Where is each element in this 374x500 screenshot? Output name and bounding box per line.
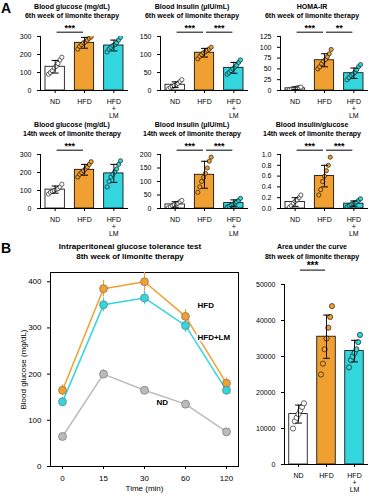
svg-text:***: ***	[307, 260, 319, 271]
svg-text:120: 120	[220, 474, 234, 483]
svg-text:HFD: HFD	[198, 301, 215, 310]
svg-text:ND: ND	[157, 398, 169, 407]
svg-text:HFD: HFD	[197, 98, 211, 105]
svg-text:***: ***	[305, 141, 316, 151]
svg-text:HFD+LM: HFD+LM	[347, 472, 361, 493]
svg-text:**: **	[336, 23, 344, 33]
svg-text:HFD+LM: HFD+LM	[347, 216, 361, 237]
svg-text:ND: ND	[290, 98, 300, 105]
svg-text:25: 25	[264, 76, 272, 83]
svg-text:200: 200	[28, 370, 42, 379]
svg-text:***: ***	[305, 23, 316, 33]
svg-text:150: 150	[140, 33, 152, 40]
svg-text:300: 300	[20, 151, 32, 158]
svg-text:HFD: HFD	[317, 98, 331, 105]
svg-text:0: 0	[28, 205, 32, 212]
svg-text:HFD+LM: HFD+LM	[347, 98, 361, 119]
html-text:Blood glucose (mg/dL) 14th wee: Blood glucose (mg/dL) 14th week of limon…	[23, 121, 121, 137]
svg-text:100: 100	[140, 178, 152, 185]
svg-text:0: 0	[268, 87, 272, 94]
svg-text:300: 300	[20, 33, 32, 40]
svg-text:0.2: 0.2	[262, 194, 272, 201]
svg-text:0.6: 0.6	[262, 172, 272, 179]
svg-text:0: 0	[148, 87, 152, 94]
svg-text:20000: 20000	[256, 389, 276, 396]
svg-text:1.0: 1.0	[262, 151, 272, 158]
svg-text:125: 125	[260, 33, 272, 40]
svg-text:HFD+LM: HFD+LM	[107, 98, 121, 119]
svg-text:400: 400	[28, 277, 42, 286]
svg-text:10000: 10000	[256, 425, 276, 432]
svg-text:***: ***	[334, 141, 345, 151]
svg-text:HFD: HFD	[197, 216, 211, 223]
svg-text:300: 300	[28, 323, 42, 332]
html-text:Blood Insulin (μIU/mL) 6th wee: Blood Insulin (μIU/mL) 6th week of limon…	[144, 3, 240, 19]
svg-text:***: ***	[214, 23, 225, 33]
svg-text:ND: ND	[50, 98, 60, 105]
svg-text:0: 0	[272, 461, 276, 468]
svg-text:HFD+LM: HFD+LM	[227, 216, 241, 237]
svg-text:30000: 30000	[256, 353, 276, 360]
html-text:Blood insulin (μIU/mL) 14th we: Blood insulin (μIU/mL) 14th week of limo…	[143, 121, 241, 137]
svg-text:HFD: HFD	[319, 472, 333, 479]
svg-text:HFD+LM: HFD+LM	[198, 333, 231, 342]
svg-text:0.0: 0.0	[262, 205, 272, 212]
svg-text:100: 100	[260, 44, 272, 51]
svg-text:HFD: HFD	[77, 98, 91, 105]
svg-text:0.4: 0.4	[262, 183, 272, 190]
svg-text:75: 75	[264, 54, 272, 61]
svg-text:ND: ND	[50, 216, 60, 223]
svg-text:15: 15	[99, 474, 108, 483]
svg-text:100: 100	[140, 51, 152, 58]
svg-text:50000: 50000	[256, 281, 276, 288]
svg-text:Blood glucose (mg/dL): Blood glucose (mg/dL)	[19, 329, 28, 409]
svg-text:HFD+LM: HFD+LM	[227, 98, 241, 119]
svg-text:50: 50	[144, 191, 152, 198]
svg-text:ND: ND	[293, 472, 303, 479]
svg-text:0: 0	[148, 205, 152, 212]
svg-text:HFD+LM: HFD+LM	[107, 216, 121, 237]
svg-text:150: 150	[140, 164, 152, 171]
svg-text:60: 60	[181, 474, 190, 483]
html-text:HOMA-IR 6th week of limonite t: HOMA-IR 6th week of limonite therapy	[264, 3, 360, 19]
svg-text:200: 200	[140, 151, 152, 158]
svg-text:100: 100	[28, 416, 42, 425]
svg-text:0: 0	[28, 87, 32, 94]
html-text:B: B	[1, 240, 12, 256]
html-text:Intraperitoneal glucose tolera: Intraperitoneal glucose tolerance test 8…	[58, 242, 202, 261]
html-text:Blood insulin/glucose 14th wee: Blood insulin/glucose 14th week of limon…	[263, 121, 361, 137]
svg-text:0: 0	[37, 462, 42, 471]
svg-text:0: 0	[60, 474, 65, 483]
html-text:A: A	[1, 0, 12, 16]
svg-text:30: 30	[140, 474, 149, 483]
svg-text:***: ***	[65, 141, 76, 151]
svg-text:***: ***	[185, 141, 196, 151]
svg-text:HFD: HFD	[317, 216, 331, 223]
html-text:Area under the curve 8th week: Area under the curve 8th week of limonit…	[264, 243, 360, 260]
svg-text:50: 50	[264, 65, 272, 72]
html-text:Blood glucose (mg/dL) 6th week: Blood glucose (mg/dL) 6th week of limoni…	[24, 3, 120, 19]
svg-text:***: ***	[65, 23, 76, 33]
svg-text:100: 100	[20, 69, 32, 76]
svg-text:***: ***	[185, 23, 196, 33]
svg-text:HFD: HFD	[77, 216, 91, 223]
svg-text:200: 200	[20, 51, 32, 58]
svg-text:Time (min): Time (min)	[126, 484, 164, 493]
svg-text:40000: 40000	[256, 317, 276, 324]
svg-text:100: 100	[20, 187, 32, 194]
svg-text:50: 50	[144, 69, 152, 76]
svg-text:***: ***	[214, 141, 225, 151]
svg-text:ND: ND	[170, 216, 180, 223]
svg-text:ND: ND	[290, 216, 300, 223]
svg-text:200: 200	[20, 169, 32, 176]
svg-text:0.8: 0.8	[262, 162, 272, 169]
svg-text:ND: ND	[170, 98, 180, 105]
